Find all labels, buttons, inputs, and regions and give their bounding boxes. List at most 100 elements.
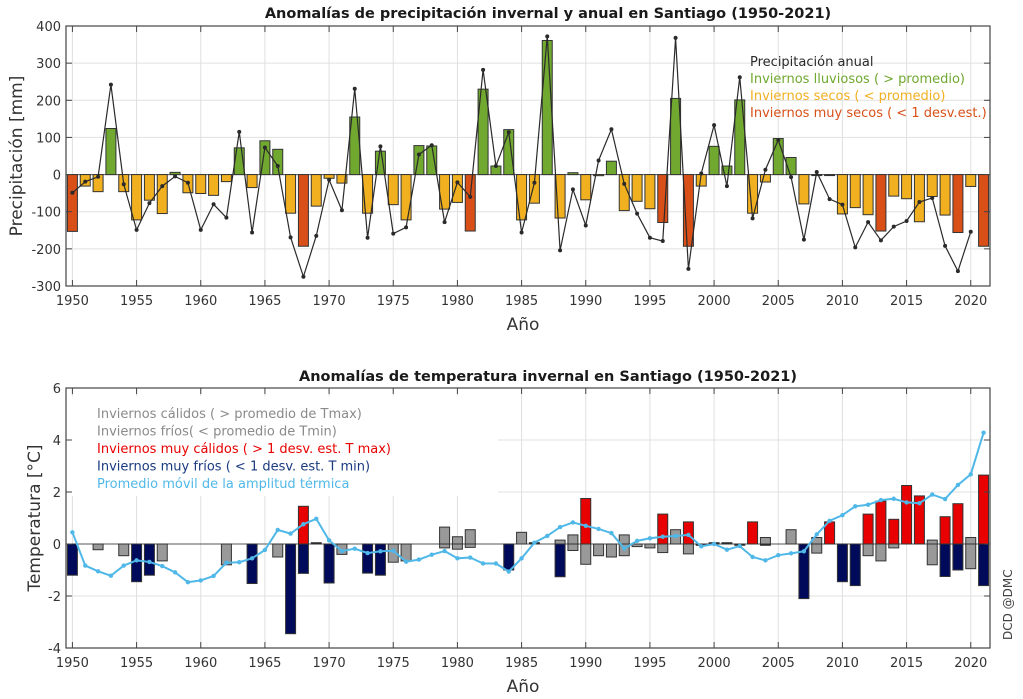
- bar-precip-anomalía-invernal-1965: [259, 140, 271, 176]
- data-point-precip: [904, 219, 909, 223]
- bar-temp-anomalía-tmin-1992: [605, 543, 617, 558]
- data-point-temp: [673, 533, 678, 539]
- data-point-temp: [455, 556, 460, 561]
- data-point-temp: [583, 523, 588, 528]
- bar-temp-anomalía-tmax-2013: [875, 500, 887, 545]
- y-tick-label: 400: [36, 20, 61, 35]
- data-point-temp: [878, 497, 884, 503]
- data-point-temp: [955, 482, 961, 488]
- bar-temp-anomalía-tmin-1975: [387, 543, 399, 563]
- bar-precip-anomalía-invernal-1964: [246, 174, 258, 189]
- data-point-temp: [314, 516, 319, 521]
- bar-precip-anomalía-invernal-1967: [285, 174, 297, 214]
- data-point-temp: [378, 549, 383, 554]
- x-tick-label: 2005: [762, 656, 795, 671]
- data-point-temp: [288, 531, 293, 536]
- x-tick-label: 2005: [762, 294, 795, 309]
- data-point-temp: [326, 538, 332, 543]
- bar-precip-anomalía-invernal-1982: [477, 88, 489, 176]
- bar-temp-anomalía-tmax-1993: [618, 534, 630, 545]
- bar-precip-anomalía-invernal-1981: [464, 174, 476, 232]
- data-point-precip: [827, 197, 832, 202]
- x-tick-label: 2010: [826, 656, 859, 671]
- data-point-precip: [250, 230, 255, 235]
- bar-precip-anomalía-invernal-1988: [554, 174, 566, 219]
- bar-temp-anomalía-tmin-1998: [682, 543, 694, 555]
- bar-precip-anomalía-invernal-1991: [593, 174, 605, 177]
- bar-precip-anomalía-invernal-1958: [169, 171, 181, 176]
- data-point-temp: [622, 546, 627, 551]
- bar-temp-anomalía-tmax-2006: [785, 529, 797, 545]
- bar-temp-anomalía-tmax-2018: [939, 516, 951, 545]
- legend-entry-warm: Inviernos cálidos ( > promedio de Tmax): [97, 407, 362, 422]
- data-point-temp: [699, 544, 704, 549]
- series-line-temp: [71, 432, 985, 584]
- data-point-precip: [121, 182, 126, 187]
- bar-precip-anomalía-invernal-1996: [657, 174, 669, 223]
- data-point-temp: [827, 518, 832, 524]
- data-point-precip: [763, 167, 768, 172]
- bar-temp-anomalía-tmin-2004: [759, 543, 771, 546]
- data-point-precip: [442, 220, 447, 225]
- bar-temp-anomalía-tmax-1996: [657, 513, 669, 545]
- data-point-precip: [519, 230, 524, 235]
- bar-precip-anomalía-invernal-1990: [580, 174, 592, 201]
- x-tick-label: 1960: [184, 294, 217, 309]
- x-tick-label: 1975: [377, 656, 410, 671]
- data-point-precip: [647, 235, 652, 240]
- bar-temp-anomalía-tmax-1988: [554, 539, 566, 545]
- x-tick-label: 1990: [569, 294, 602, 309]
- bar-temp-anomalía-tmin-2020: [965, 543, 977, 570]
- y-tick-label: -200: [31, 243, 61, 258]
- data-point-precip: [673, 35, 678, 40]
- data-point-precip: [570, 187, 575, 192]
- data-point-precip: [660, 239, 665, 244]
- legend-entry-wet: Inviernos lluviosos ( > promedio): [750, 72, 965, 87]
- data-point-temp: [788, 551, 794, 556]
- bar-temp-anomalía-tmin-1973: [362, 543, 374, 574]
- data-point-temp: [634, 538, 640, 544]
- bar-precip-anomalía-invernal-1956: [143, 174, 155, 201]
- data-point-precip: [237, 129, 242, 134]
- data-point-precip: [686, 266, 691, 271]
- bar-temp-anomalía-tmin-1984: [503, 543, 515, 571]
- bar-temp-anomalía-tmin-1964: [246, 543, 258, 585]
- data-point-precip: [930, 195, 935, 200]
- data-point-precip: [160, 184, 165, 189]
- bar-precip-anomalía-invernal-2015: [901, 174, 913, 200]
- data-point-precip: [70, 190, 75, 195]
- bar-precip-anomalía-invernal-1957: [156, 174, 168, 215]
- y-tick-label: 4: [53, 434, 61, 449]
- y-tick-label: -300: [31, 280, 61, 295]
- data-point-temp: [763, 558, 768, 563]
- bar-precip-anomalía-invernal-1970: [323, 174, 335, 179]
- data-point-temp: [108, 573, 114, 578]
- bar-precip-anomalía-invernal-1950: [66, 174, 78, 232]
- data-point-precip: [198, 227, 203, 232]
- data-point-precip: [211, 202, 216, 207]
- bar-temp-anomalía-tmin-1974: [374, 543, 386, 576]
- data-point-precip: [750, 216, 755, 221]
- bar-temp-anomalía-tmin-2017: [926, 543, 938, 566]
- data-point-precip: [814, 169, 819, 174]
- bar-temp-anomalía-tmin-2007: [798, 543, 810, 600]
- bar-temp-anomalía-tmax-2001: [721, 542, 733, 545]
- bar-temp-anomalía-tmax-1980: [451, 536, 463, 545]
- y-axis-label: Precipitación [mm]: [7, 76, 27, 237]
- data-point-precip: [173, 174, 178, 179]
- data-point-precip: [917, 200, 922, 205]
- data-point-temp: [493, 561, 499, 566]
- bar-temp-anomalía-tmax-1989: [567, 534, 579, 545]
- data-point-temp: [904, 500, 909, 505]
- data-point-temp: [237, 560, 242, 565]
- data-point-temp: [442, 548, 447, 554]
- data-point-precip: [596, 158, 601, 163]
- bar-precip-anomalía-invernal-2020: [965, 174, 977, 187]
- bar-temp-anomalía-tmin-2011: [849, 543, 861, 587]
- data-point-temp: [391, 548, 396, 553]
- data-point-precip: [968, 229, 973, 234]
- data-point-precip: [801, 237, 806, 242]
- data-point-precip: [327, 177, 332, 182]
- data-point-precip: [712, 123, 717, 128]
